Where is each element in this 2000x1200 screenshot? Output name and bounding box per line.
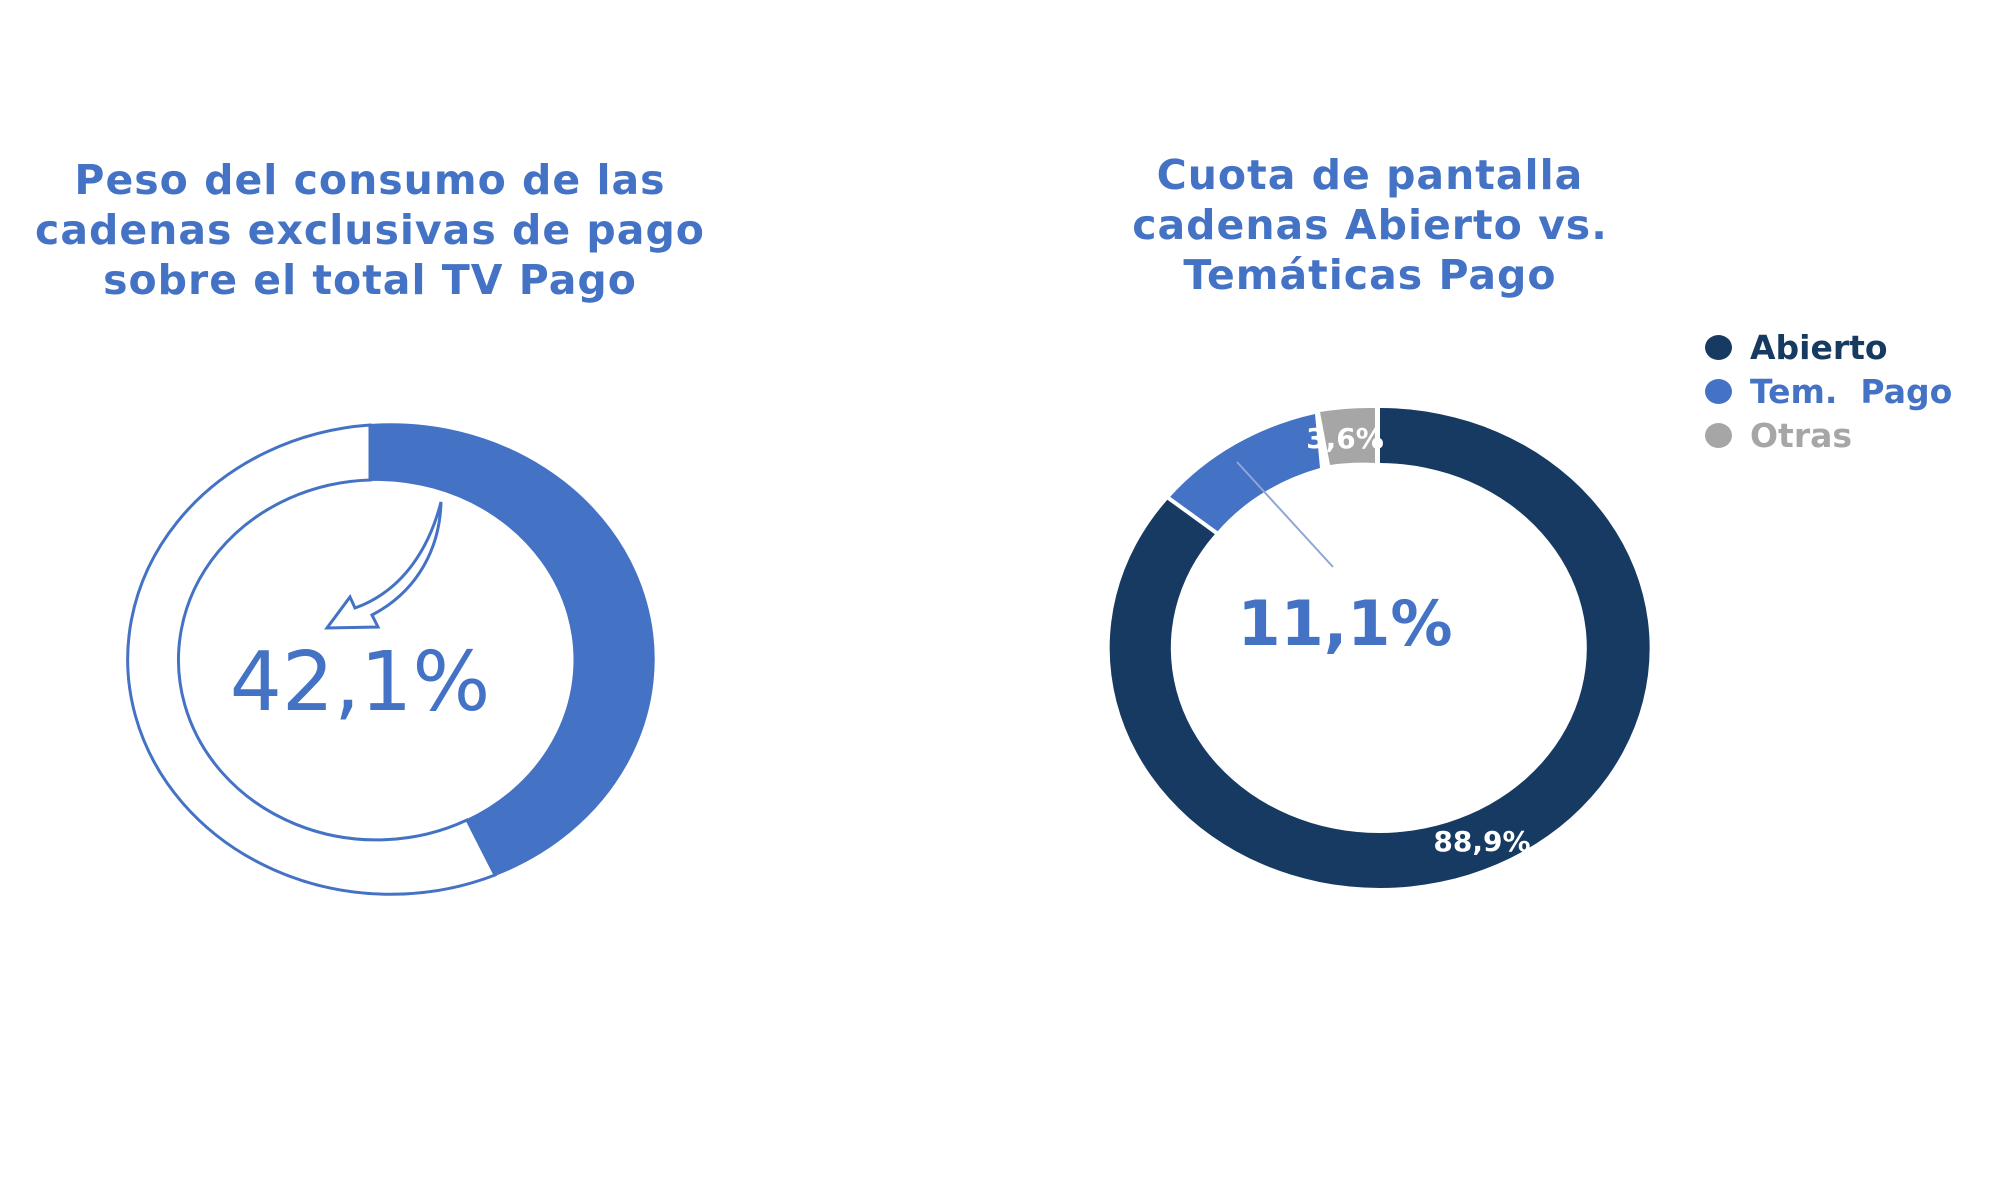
abierto-label: 88,9% <box>1433 825 1530 858</box>
left-donut-remainder <box>126 423 498 896</box>
title-line: cadenas Abierto vs. <box>1132 201 1608 249</box>
leader-line <box>1236 461 1334 568</box>
legend-item-otras: Otras <box>1705 413 1952 457</box>
right-chart-title: Cuota de pantalla cadenas Abierto vs. Te… <box>1080 150 1660 300</box>
legend-label: Otras <box>1750 415 1853 455</box>
legend-item-tem-pago: Tem. Pago <box>1705 369 1952 413</box>
segment-tem-pago <box>1170 414 1320 532</box>
legend-item-abierto: Abierto <box>1705 325 1952 369</box>
title-line: Peso del consumo de las <box>74 156 666 204</box>
left-donut: 42,1% <box>126 423 655 896</box>
legend-dot-icon <box>1705 334 1732 360</box>
legend-dot-icon <box>1705 422 1732 448</box>
legend-dot-icon <box>1705 378 1732 404</box>
title-line: Temáticas Pago <box>1183 251 1557 299</box>
otras-label: 3,6% <box>1306 422 1384 455</box>
legend-label: Tem. Pago <box>1750 371 1953 411</box>
legend-label: Abierto <box>1750 327 1888 367</box>
title-line: cadenas exclusivas de pago <box>35 206 705 254</box>
segment-otras <box>1320 407 1375 465</box>
left-chart-title: Peso del consumo de las cadenas exclusiv… <box>0 155 740 305</box>
right-donut: 3,6% 11,1% 88,9% <box>1109 405 1650 888</box>
arrow-icon <box>323 501 443 630</box>
left-donut-value-segment <box>369 423 655 877</box>
tem-pago-center-label: 11,1% <box>1237 587 1452 660</box>
title-line: sobre el total TV Pago <box>103 256 637 304</box>
left-value-label: 42,1% <box>230 635 491 730</box>
title-line: Cuota de pantalla <box>1156 151 1584 199</box>
legend: Abierto Tem. Pago Otras <box>1705 325 1952 457</box>
